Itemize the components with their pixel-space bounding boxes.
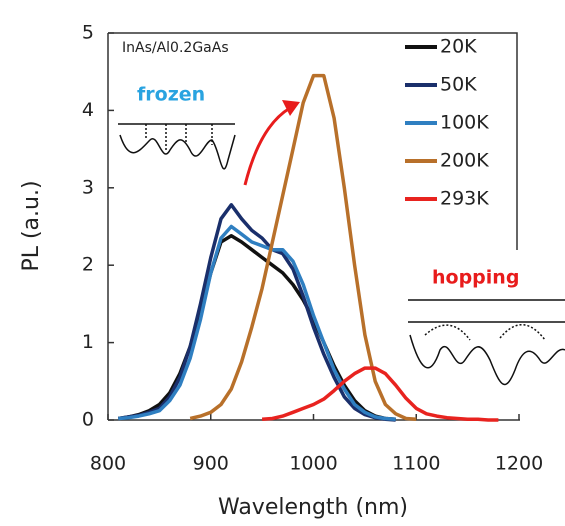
frame: [108, 32, 518, 250]
x-tick-label: 1000: [289, 453, 337, 475]
x-tick-label: 900: [193, 453, 229, 475]
legend-label: 293K: [440, 188, 489, 210]
series-line: [118, 234, 396, 421]
y-tick-label: 5: [82, 22, 94, 44]
legend-label: 200K: [440, 150, 489, 172]
arrow: [243, 100, 300, 186]
y-tick-label: 2: [82, 254, 94, 276]
series-line: [118, 224, 396, 421]
series-line: [261, 366, 499, 422]
legend-label: 50K: [440, 74, 477, 96]
x-tick-label: 1100: [392, 453, 440, 475]
hopping-inset: [408, 299, 565, 386]
sample-label: InAs/Al0.2GaAs: [122, 40, 229, 56]
legend-label: 20K: [440, 36, 477, 58]
legend-label: 100K: [440, 112, 489, 134]
y-axis-title: PL (a.u.): [19, 180, 44, 271]
y-tick-label: 4: [82, 99, 94, 121]
frozen-inset: [118, 123, 236, 170]
y-tick-label: 1: [82, 331, 94, 353]
x-axis-title: Wavelength (nm): [218, 495, 408, 520]
y-tick-label: 0: [82, 409, 94, 431]
series-line: [189, 73, 417, 421]
x-tick-label: 800: [90, 453, 126, 475]
series-line: [118, 203, 396, 422]
y-tick-label: 3: [82, 176, 94, 198]
frozen-label: frozen: [137, 84, 205, 106]
hopping-label: hopping: [432, 267, 519, 289]
x-tick-label: 1200: [495, 453, 543, 475]
